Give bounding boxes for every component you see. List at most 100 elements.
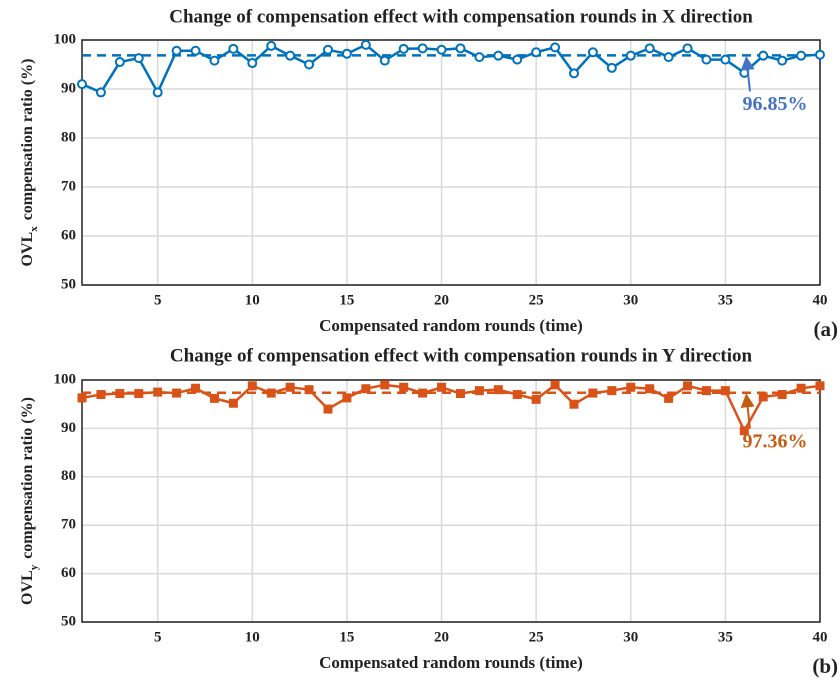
marker	[588, 388, 598, 398]
x-tick-label: 25	[529, 292, 544, 308]
marker	[323, 404, 333, 414]
marker	[569, 399, 579, 409]
marker	[531, 47, 542, 58]
plot-frame	[81, 379, 821, 623]
marker	[209, 55, 220, 66]
marker	[266, 40, 277, 51]
marker	[134, 389, 144, 399]
x-tick-label: 35	[718, 629, 733, 645]
marker	[645, 384, 655, 394]
x-tick-label: 10	[245, 629, 260, 645]
marker	[664, 393, 674, 403]
marker	[133, 53, 144, 64]
marker	[360, 39, 371, 50]
marker	[266, 388, 276, 398]
marker	[512, 390, 522, 400]
y-label-main: OVL	[19, 570, 36, 605]
y-tick-label: 60	[61, 565, 76, 581]
marker	[720, 54, 731, 65]
x-tick-label: 20	[434, 292, 449, 308]
marker	[815, 381, 825, 391]
y-axis-label: OVLx compensation ratio (%)	[19, 59, 40, 267]
x-tick-label: 30	[623, 292, 638, 308]
y-label-sub: x	[28, 226, 40, 232]
x-axis-label: Compensated random rounds (time)	[319, 653, 583, 672]
marker	[569, 68, 579, 79]
annotation-arrow	[740, 393, 755, 429]
panel-label: (a)	[814, 317, 839, 341]
marker	[455, 389, 465, 399]
y-label-main: OVL	[19, 232, 36, 267]
marker	[493, 50, 504, 61]
y-axis-label: OVLy compensation ratio (%)	[19, 397, 40, 605]
marker	[380, 380, 390, 390]
y-tick-label: 80	[61, 468, 76, 484]
x-axis-label: Compensated random rounds (time)	[319, 316, 583, 335]
marker	[683, 381, 693, 391]
marker	[550, 380, 560, 390]
marker	[115, 389, 125, 399]
marker	[455, 43, 466, 54]
marker	[191, 383, 201, 393]
annotation-arrow	[740, 56, 755, 92]
x-tick-label: 20	[434, 629, 449, 645]
marker	[153, 387, 163, 397]
plot-frame	[81, 39, 821, 286]
marker	[606, 62, 617, 73]
series-line	[81, 43, 821, 96]
annotation: 96.85%	[743, 93, 808, 115]
y-tick-label: 100	[54, 31, 77, 47]
marker	[437, 382, 447, 392]
marker	[304, 385, 314, 395]
y-tick-label: 80	[61, 129, 76, 145]
marker	[96, 390, 106, 400]
marker	[682, 43, 693, 54]
panel-label: (b)	[812, 654, 838, 678]
marker	[304, 59, 315, 70]
marker	[379, 55, 390, 66]
x-tick-label: 5	[154, 629, 162, 645]
x-tick-label: 35	[718, 292, 733, 308]
marker	[342, 393, 352, 403]
marker	[474, 386, 484, 396]
y-tick-label: 100	[54, 371, 77, 387]
x-tick-label: 25	[529, 629, 544, 645]
plot-area	[82, 40, 820, 285]
marker	[114, 57, 125, 68]
x-tick-label: 30	[623, 629, 638, 645]
marker	[796, 50, 807, 61]
marker	[701, 386, 711, 396]
chart-title: Change of compensation effect with compe…	[170, 345, 753, 366]
marker	[644, 43, 655, 54]
marker	[228, 43, 239, 54]
marker	[417, 43, 428, 54]
marker	[285, 50, 296, 61]
marker	[341, 48, 352, 59]
marker	[152, 87, 163, 98]
marker	[95, 87, 106, 98]
marker	[758, 50, 769, 61]
y-tick-label: 70	[61, 178, 76, 194]
marker	[777, 390, 787, 400]
series-line	[81, 383, 821, 434]
x-tick-label: 10	[245, 292, 260, 308]
marker	[701, 54, 712, 65]
marker	[796, 383, 806, 393]
x-tick-label: 15	[339, 292, 354, 308]
marker	[625, 50, 636, 61]
marker	[361, 384, 371, 394]
annotation: 97.36%	[743, 430, 808, 452]
marker	[550, 42, 561, 53]
marker	[436, 44, 447, 55]
marker	[720, 386, 730, 396]
marker	[172, 388, 182, 398]
marker	[398, 43, 409, 54]
marker	[758, 392, 768, 402]
y-label-rest: compensation ratio (%)	[19, 397, 36, 559]
panel: 50 60 70 80 90 100 5 10 15 20 25 30 35 40 96.85% Change…	[19, 6, 838, 340]
marker	[512, 54, 523, 65]
marker	[323, 44, 333, 55]
y-tick-label: 60	[61, 227, 76, 243]
marker	[247, 58, 258, 69]
panel: 50 60 70 80 90 100 5 10 15 20 25 30 35 40 97.36% Change…	[19, 345, 838, 677]
